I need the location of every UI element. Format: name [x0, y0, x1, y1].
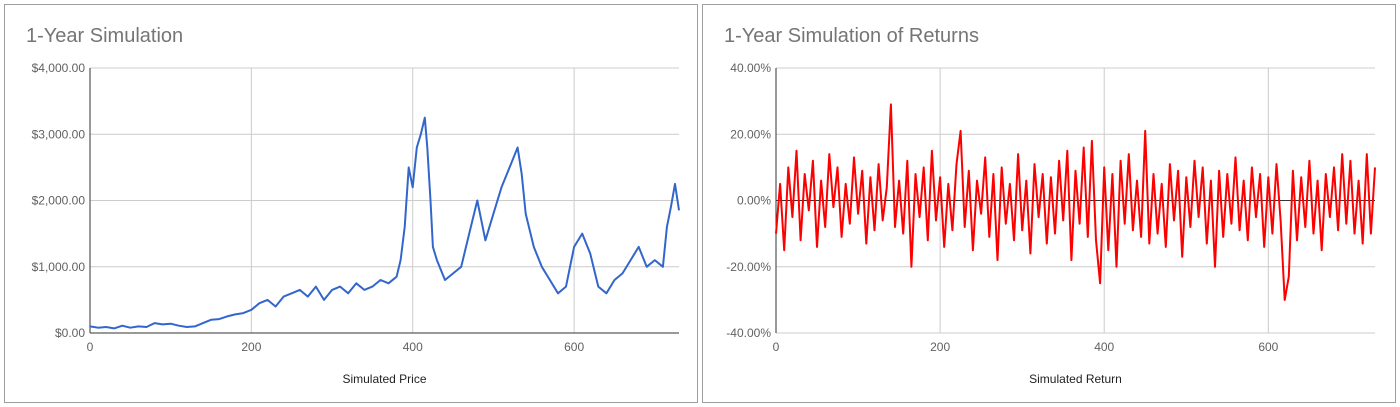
returns-x-tick-label: 600 — [1258, 340, 1278, 354]
price-y-tick-label: $3,000.00 — [32, 127, 86, 141]
price-x-tick-label: 0 — [87, 340, 94, 354]
returns-x-tick-label: 200 — [930, 340, 950, 354]
price-series-line — [89, 116, 680, 330]
returns-chart: 1-Year Simulation of Returns -40.00% -20.0… — [724, 25, 1376, 386]
price-y-tick-label: $2,000.00 — [32, 194, 86, 208]
returns-y-tick-label: 0.00% — [737, 194, 771, 208]
returns-y-tick-label: -40.00% — [726, 326, 771, 340]
returns-y-tick-label: 40.00% — [730, 61, 771, 75]
price-x-tick-label: 600 — [564, 340, 584, 354]
price-y-tick-label: $0.00 — [55, 326, 85, 340]
price-title: 1-Year Simulation — [26, 25, 183, 47]
price-y-tick-label: $4,000.00 — [32, 61, 86, 75]
price-x-tick-label: 200 — [241, 340, 261, 354]
price-x-axis-label: Simulated Price — [342, 372, 426, 386]
returns-x-axis-label: Simulated Return — [1029, 372, 1122, 386]
price-chart: 1-Year Simulation $0.00 $1,000.00 $2,000.00… — [26, 25, 680, 386]
returns-x-tick-label: 0 — [773, 340, 780, 354]
returns-title: 1-Year Simulation of Returns — [724, 25, 979, 47]
returns-series-line — [775, 103, 1376, 301]
returns-y-tick-label: 20.00% — [730, 127, 771, 141]
returns-chart-panel: 1-Year Simulation of Returns -40.00% -20.0… — [702, 4, 1396, 403]
price-x-tick-label: 400 — [403, 340, 423, 354]
returns-y-tick-label: -20.00% — [726, 260, 771, 274]
price-y-tick-label: $1,000.00 — [32, 260, 86, 274]
returns-x-tick-label: 400 — [1094, 340, 1114, 354]
price-chart-panel: 1-Year Simulation $0.00 $1,000.00 $2,000.00… — [4, 4, 698, 403]
